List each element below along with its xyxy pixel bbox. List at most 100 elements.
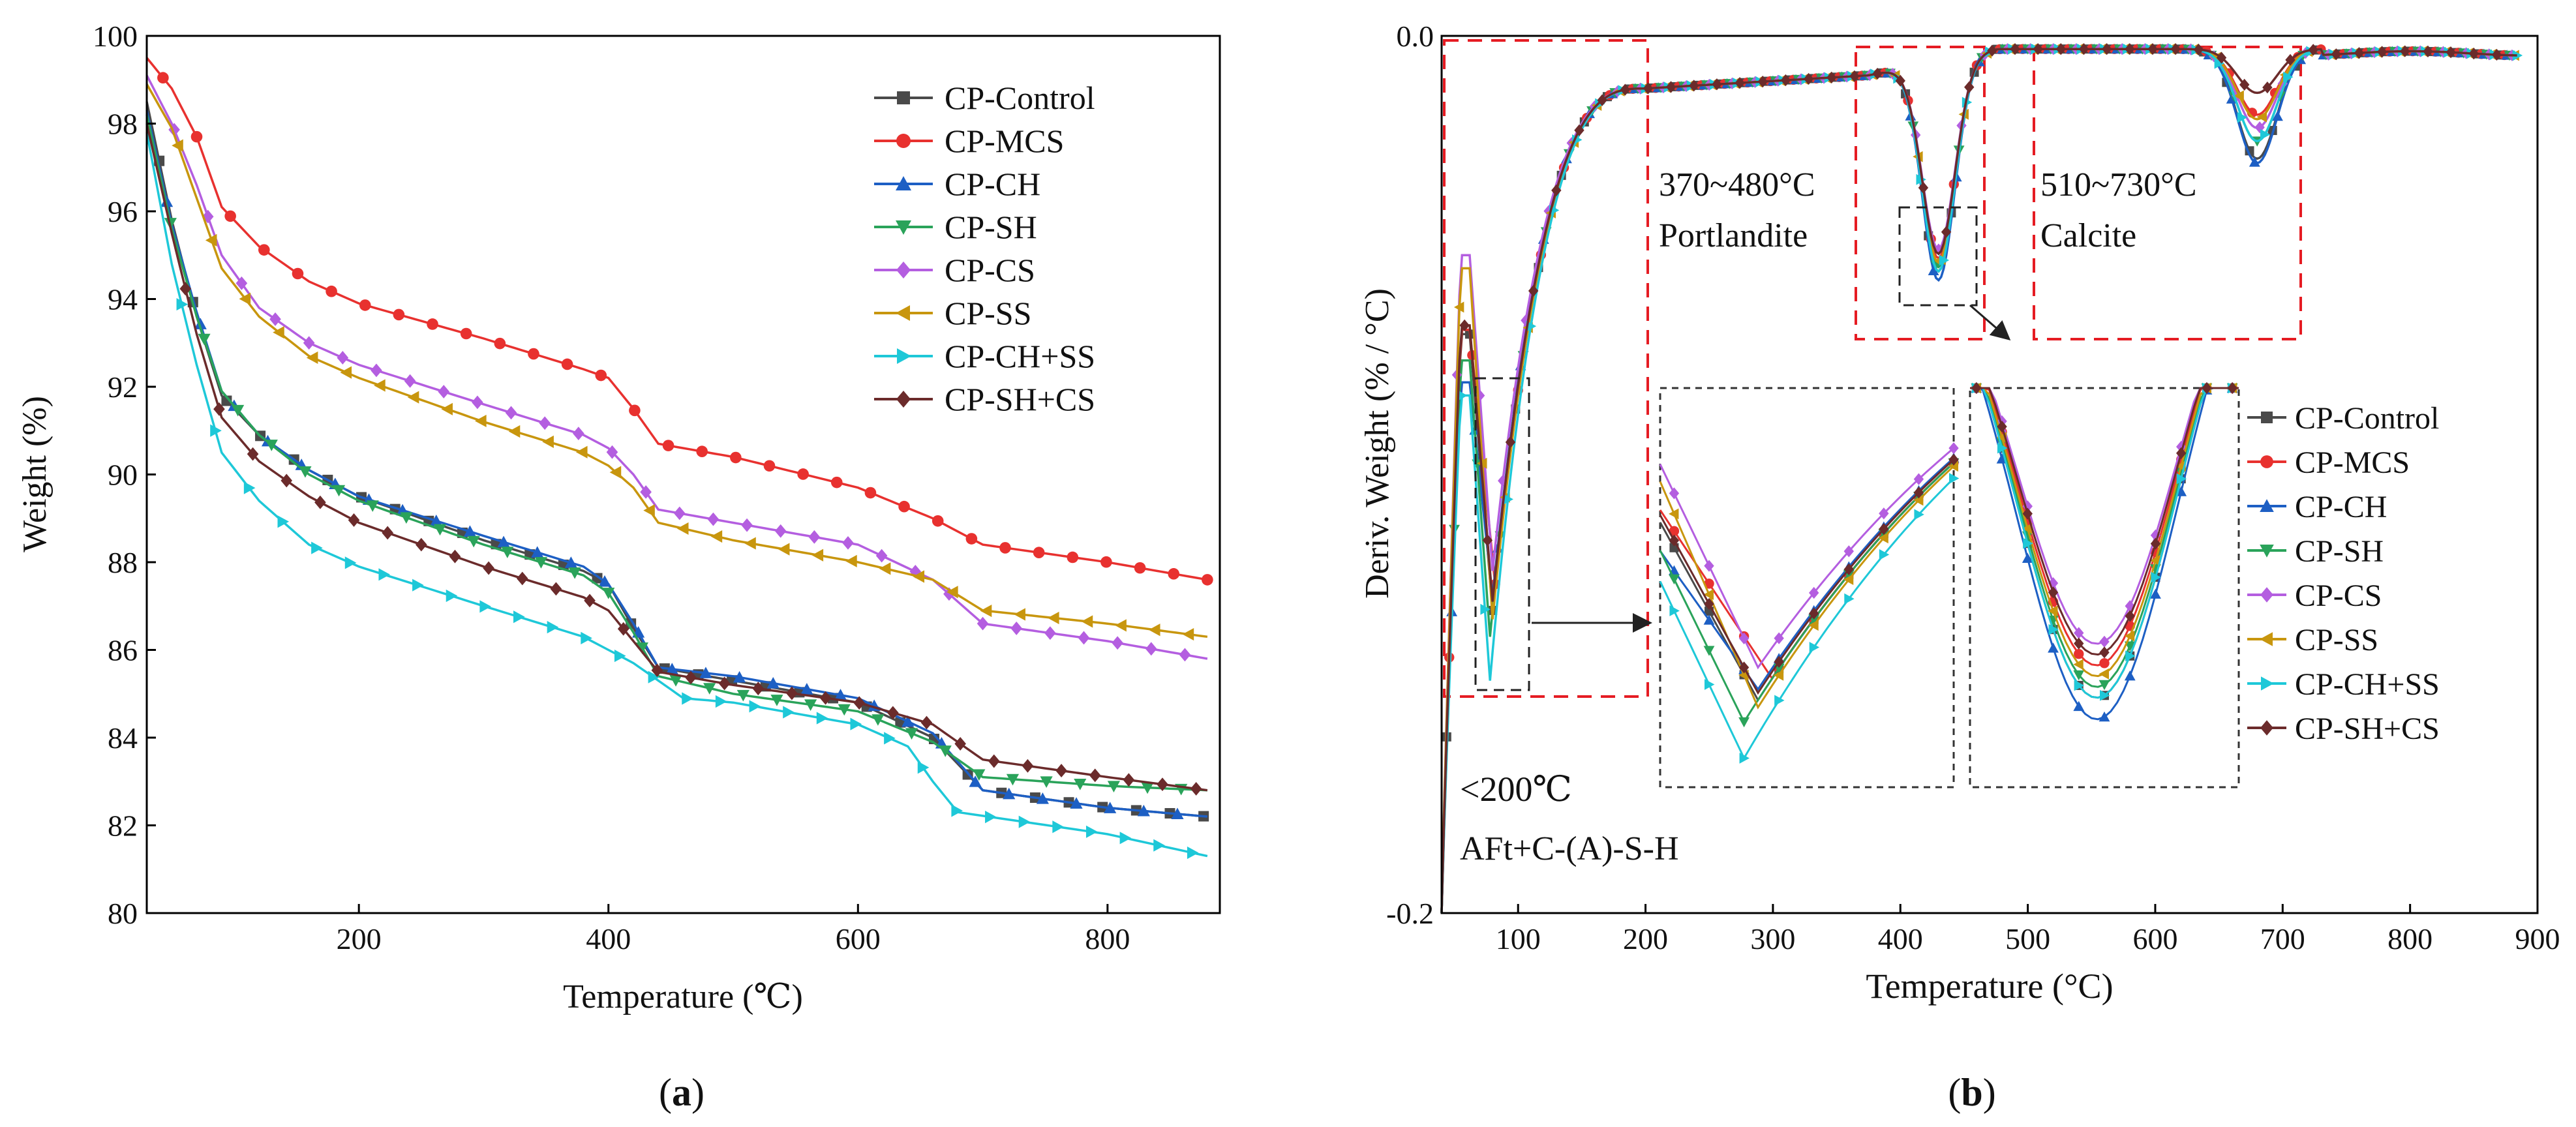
data-point — [198, 333, 211, 346]
data-point — [1595, 98, 1605, 110]
x-tick-label: 800 — [2387, 922, 2432, 955]
data-point — [213, 402, 225, 416]
inset-point — [1669, 508, 1679, 520]
data-point — [718, 676, 731, 691]
inset-point — [2151, 571, 2161, 583]
inset-point — [2048, 642, 2059, 653]
data-point — [564, 556, 577, 568]
data-point — [1964, 81, 1975, 93]
data-point — [2055, 43, 2067, 55]
data-point — [2239, 78, 2250, 91]
series-line — [1440, 48, 2517, 914]
inset-point — [1774, 695, 1785, 706]
inset-point — [1669, 526, 1680, 536]
series-cp-control — [145, 101, 1209, 822]
data-point — [1134, 562, 1146, 574]
data-point — [378, 568, 391, 581]
inset-point — [1879, 548, 1890, 560]
data-point — [1157, 777, 1168, 792]
data-point — [247, 447, 259, 461]
legend-marker — [2261, 412, 2273, 423]
inset-point — [2099, 658, 2110, 669]
x-tick-label: 200 — [1623, 922, 1668, 955]
legend-label: CP-Control — [2295, 401, 2439, 436]
data-point — [1179, 648, 1191, 662]
inset-point — [2227, 382, 2237, 395]
data-point — [1052, 820, 1064, 834]
annotation-portlandite-range: 370~480°C — [1659, 166, 1815, 203]
legend-marker — [897, 91, 910, 104]
data-point — [550, 582, 562, 596]
data-point — [699, 667, 712, 678]
data-point — [1081, 615, 1093, 628]
data-point — [202, 209, 214, 224]
data-point — [277, 515, 290, 528]
data-point — [1070, 797, 1083, 809]
data-point — [1202, 574, 1213, 586]
inset-point — [1878, 532, 1888, 544]
inset-point — [2099, 646, 2110, 659]
series-line — [1440, 48, 2517, 914]
region-box-3 — [2033, 46, 2302, 340]
y-tick-label: 96 — [108, 195, 138, 228]
series-line — [1440, 48, 2517, 914]
inset-point — [2125, 610, 2135, 622]
data-point — [306, 351, 318, 365]
data-point — [954, 737, 966, 751]
data-point — [651, 663, 663, 678]
data-point — [299, 466, 312, 478]
data-point — [463, 525, 477, 537]
data-point — [2214, 57, 2225, 69]
legend-item-cp-ch: CP-CH — [2247, 490, 2387, 524]
chart-a-legend: CP-Control CP-MCS CP-CH CP-SH CP-CS CP-SS CP-C… — [874, 80, 1095, 417]
legend-label: CP-SH+CS — [945, 381, 1095, 417]
data-point — [2033, 43, 2043, 55]
inset-point — [2176, 447, 2187, 459]
chart-a-ylabel: Weight (%) — [16, 396, 53, 552]
x-tick-label: 300 — [1750, 922, 1795, 955]
source-box-1 — [1474, 377, 1530, 691]
panel-label-b-letter: b — [1961, 1071, 1982, 1114]
data-point — [980, 604, 992, 618]
data-point — [710, 530, 723, 543]
region-box-1 — [1443, 39, 1649, 698]
inset-point — [2022, 523, 2033, 534]
x-tick-label: 200 — [337, 922, 382, 955]
annotation-portlandite-label: Portlandite — [1659, 217, 1808, 254]
data-point — [1849, 70, 1860, 82]
data-point — [528, 348, 539, 360]
data-point — [1153, 839, 1165, 852]
data-point — [1137, 804, 1150, 817]
y-tick-label: 94 — [108, 283, 138, 316]
inset-point — [1971, 382, 1982, 395]
data-point — [393, 308, 405, 321]
data-point — [2423, 45, 2433, 57]
data-point — [1803, 72, 1814, 85]
data-point — [606, 445, 618, 459]
chart-a-series — [145, 57, 1213, 860]
data-point — [665, 663, 678, 674]
data-point — [1171, 807, 1184, 820]
legend-item-cp-sh-plus-cs: CP-SH+CS — [2247, 712, 2440, 746]
chart-a-xlabel: Temperature (℃) — [563, 978, 803, 1015]
inset-point — [1844, 593, 1855, 605]
inset-point — [1843, 545, 1854, 558]
data-point — [703, 683, 716, 695]
data-point — [736, 689, 750, 702]
data-point — [344, 556, 357, 569]
annotation-low-label: AFt+C-(A)-S-H — [1460, 830, 1679, 867]
data-point — [1115, 619, 1127, 632]
data-point — [1089, 768, 1101, 783]
data-point — [332, 485, 346, 497]
data-point — [887, 706, 899, 720]
data-point — [1040, 776, 1053, 788]
data-point — [258, 244, 270, 256]
inset-line — [1970, 387, 2239, 721]
inset-point — [1879, 523, 1889, 535]
data-point — [314, 495, 326, 509]
legend-label: CP-SH+CS — [2295, 712, 2440, 746]
legend-label: CP-CH — [2295, 490, 2387, 524]
data-point — [273, 326, 284, 339]
data-point — [2331, 48, 2342, 61]
inset-point — [1913, 487, 1924, 499]
